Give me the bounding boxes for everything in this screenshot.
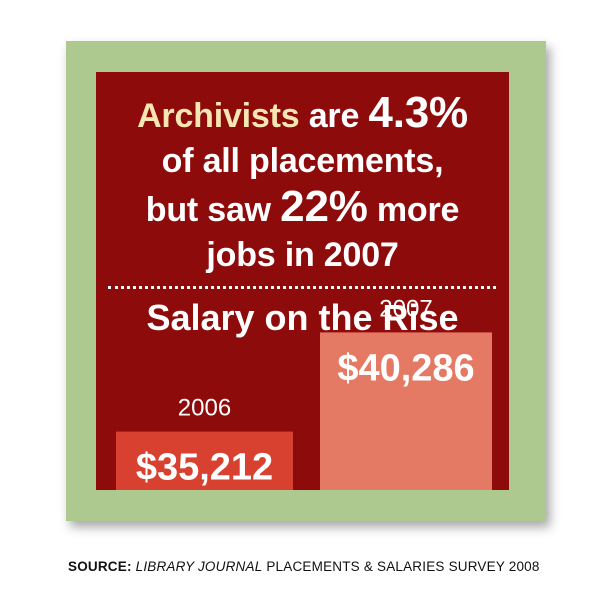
headline-line-3: but saw 22% more <box>96 184 509 233</box>
bar-value-label-2007: $40,286 <box>337 347 474 389</box>
headline-but-saw: but saw <box>145 191 281 229</box>
bar-value-label-2006: $35,212 <box>136 447 273 489</box>
headline: Archivists are 4.3% of all placements, b… <box>96 90 509 278</box>
bar-year-label-2007: 2007 <box>379 295 432 322</box>
bar-2006 <box>116 431 293 490</box>
headline-are: are <box>299 97 369 135</box>
source-note: SOURCE: LIBRARY JOURNAL PLACEMENTS & SAL… <box>68 559 540 574</box>
headline-line-4: jobs in 2007 <box>206 236 399 274</box>
headline-archivists: Archivists <box>137 97 300 135</box>
headline-more: more <box>367 191 460 229</box>
source-label: SOURCE: <box>68 559 132 574</box>
chart-title: Salary on the Rise <box>146 297 459 338</box>
source-rest: PLACEMENTS & SALARIES SURVEY 2008 <box>262 559 540 574</box>
headline-growth-value: 22% <box>280 182 368 231</box>
headline-line-2: of all placements, <box>161 142 444 180</box>
salary-bar-chart: $35,212 2006 $40,286 2007 <box>116 295 492 490</box>
bar-2007 <box>320 332 492 490</box>
bar-year-label-2006: 2006 <box>178 395 231 422</box>
dotted-divider <box>108 286 496 289</box>
source-publication: LIBRARY JOURNAL <box>135 559 263 574</box>
headline-line-1: Archivists are 4.3% <box>96 90 509 139</box>
headline-share-value: 4.3% <box>368 88 468 137</box>
infographic-panel: Archivists are 4.3% of all placements, b… <box>96 72 509 490</box>
